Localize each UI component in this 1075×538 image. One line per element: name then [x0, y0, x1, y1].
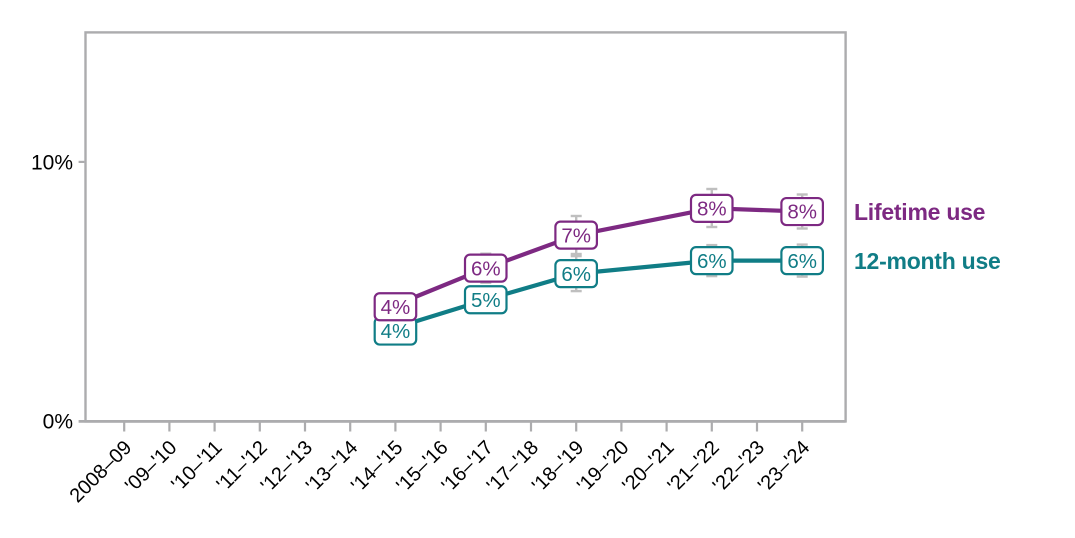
svg-text:8%: 8%	[787, 201, 817, 224]
svg-text:12-month use: 12-month use	[854, 248, 1001, 274]
svg-text:10%: 10%	[31, 151, 73, 174]
svg-text:5%: 5%	[471, 289, 501, 312]
svg-text:4%: 4%	[381, 320, 411, 343]
svg-text:6%: 6%	[697, 250, 727, 273]
svg-text:6%: 6%	[471, 257, 501, 280]
svg-text:Lifetime use: Lifetime use	[854, 199, 985, 225]
svg-text:'23–'24: '23–'24	[754, 437, 814, 497]
svg-text:6%: 6%	[787, 250, 817, 273]
svg-text:2008–09: 2008–09	[66, 437, 137, 508]
svg-text:8%: 8%	[697, 198, 727, 221]
svg-text:'09–'10: '09–'10	[121, 437, 181, 497]
svg-text:0%: 0%	[43, 411, 73, 434]
svg-text:4%: 4%	[381, 296, 411, 319]
svg-text:6%: 6%	[561, 263, 591, 286]
svg-text:7%: 7%	[561, 224, 591, 247]
svg-text:'10–'11: '10–'11	[167, 437, 226, 496]
